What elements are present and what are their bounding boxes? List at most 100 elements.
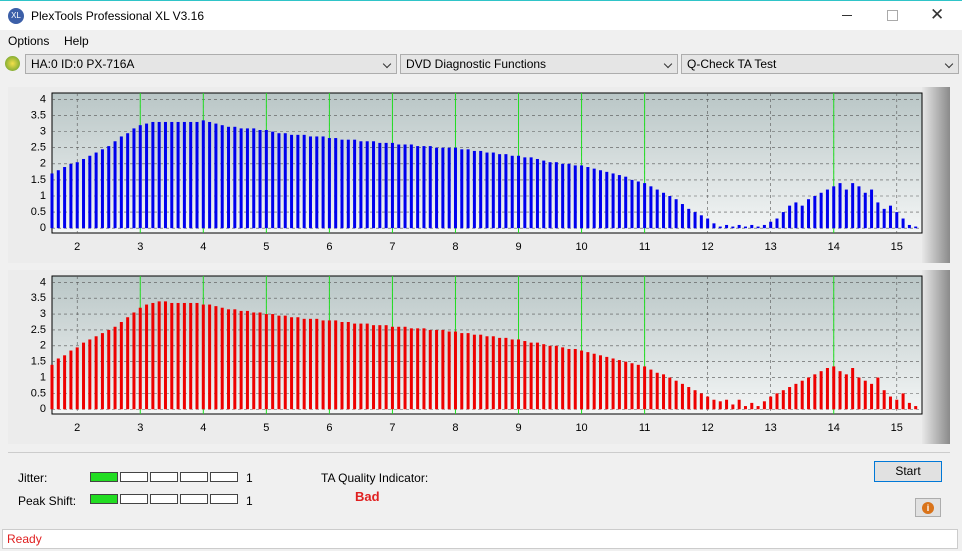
- bar: [126, 317, 130, 410]
- bar: [788, 387, 792, 410]
- x-tick-label: 13: [765, 422, 777, 434]
- y-tick-label: 0: [40, 222, 46, 234]
- meter-segment: [210, 472, 238, 482]
- bar: [372, 141, 376, 229]
- bar: [227, 126, 231, 229]
- bar: [119, 322, 123, 410]
- bar: [693, 212, 697, 229]
- close-button[interactable]: ✕: [930, 5, 945, 24]
- bar: [119, 136, 123, 229]
- test-select[interactable]: Q-Check TA Test: [681, 54, 959, 74]
- menu-item[interactable]: Help: [64, 34, 89, 48]
- bar: [510, 339, 514, 410]
- bar: [390, 326, 394, 410]
- bar: [523, 341, 527, 410]
- bar: [271, 314, 275, 410]
- bar: [687, 208, 691, 229]
- drive-select[interactable]: HA:0 ID:0 PX-716A: [25, 54, 397, 74]
- bar: [460, 333, 464, 410]
- bar: [750, 402, 754, 410]
- bar: [712, 399, 716, 410]
- bar: [825, 368, 829, 410]
- start-button[interactable]: Start: [874, 461, 942, 482]
- bar: [264, 314, 268, 410]
- bar: [756, 226, 760, 229]
- bar: [573, 348, 577, 410]
- bar: [643, 366, 647, 410]
- menu-item[interactable]: Options: [8, 34, 50, 48]
- bar: [138, 125, 142, 229]
- bar: [290, 134, 294, 229]
- y-tick-label: 3.5: [31, 109, 46, 121]
- bar: [498, 154, 502, 229]
- bar: [397, 326, 401, 410]
- bar: [308, 318, 312, 410]
- drive-icon: [5, 56, 20, 71]
- bar: [258, 130, 262, 229]
- bar: [718, 401, 722, 410]
- x-tick-label: 4: [200, 241, 206, 253]
- bar: [649, 186, 653, 229]
- bar: [491, 336, 495, 410]
- x-tick-label: 3: [137, 241, 143, 253]
- bar: [788, 205, 792, 229]
- bar: [769, 221, 773, 229]
- bar: [113, 326, 117, 410]
- bar: [800, 205, 804, 229]
- x-tick-label: 10: [575, 422, 587, 434]
- bar: [353, 139, 357, 229]
- bar: [340, 322, 344, 410]
- bar: [290, 317, 294, 410]
- y-tick-label: 3: [40, 126, 46, 138]
- bar: [271, 131, 275, 229]
- peak-shift-label: Peak Shift:: [18, 494, 77, 508]
- x-tick-label: 6: [326, 241, 332, 253]
- bar: [706, 396, 710, 410]
- bar: [870, 383, 874, 410]
- bar: [409, 144, 413, 229]
- bar: [617, 360, 621, 410]
- jitter-value: 1: [246, 471, 253, 485]
- x-tick-label: 11: [639, 422, 650, 434]
- bar: [460, 149, 464, 229]
- bar: [706, 218, 710, 229]
- bar: [453, 147, 457, 229]
- bar: [435, 329, 439, 410]
- panel-edge: [922, 270, 950, 444]
- bar: [523, 157, 527, 229]
- bar: [479, 150, 483, 229]
- y-tick-label: 1.5: [31, 174, 46, 186]
- bar: [384, 325, 388, 410]
- bar: [353, 323, 357, 410]
- bar: [126, 133, 130, 229]
- bar: [580, 165, 584, 229]
- bar: [838, 183, 842, 229]
- maximize-button[interactable]: [887, 10, 898, 21]
- bar: [535, 342, 539, 410]
- bar: [239, 128, 243, 229]
- bar: [245, 128, 249, 229]
- y-tick-label: 0.5: [31, 387, 46, 399]
- x-tick-label: 7: [389, 241, 395, 253]
- title-bar: XL PlexTools Professional XL V3.16 ✕: [0, 0, 962, 30]
- bar: [662, 192, 666, 229]
- bar: [561, 347, 565, 410]
- y-tick-label: 1.5: [31, 356, 46, 368]
- bar: [63, 167, 67, 229]
- bar: [731, 404, 735, 410]
- bar: [145, 123, 149, 229]
- bar: [743, 406, 747, 410]
- bar: [208, 121, 212, 229]
- function-select[interactable]: DVD Diagnostic Functions: [400, 54, 678, 74]
- bar: [800, 380, 804, 410]
- info-button[interactable]: i: [915, 498, 941, 517]
- bar: [655, 372, 659, 410]
- bar: [283, 133, 287, 229]
- bar: [655, 189, 659, 229]
- bar: [844, 374, 848, 410]
- bar: [258, 312, 262, 410]
- bar: [296, 317, 300, 410]
- minimize-button[interactable]: [842, 15, 852, 16]
- bar: [794, 383, 798, 410]
- bar: [567, 163, 571, 229]
